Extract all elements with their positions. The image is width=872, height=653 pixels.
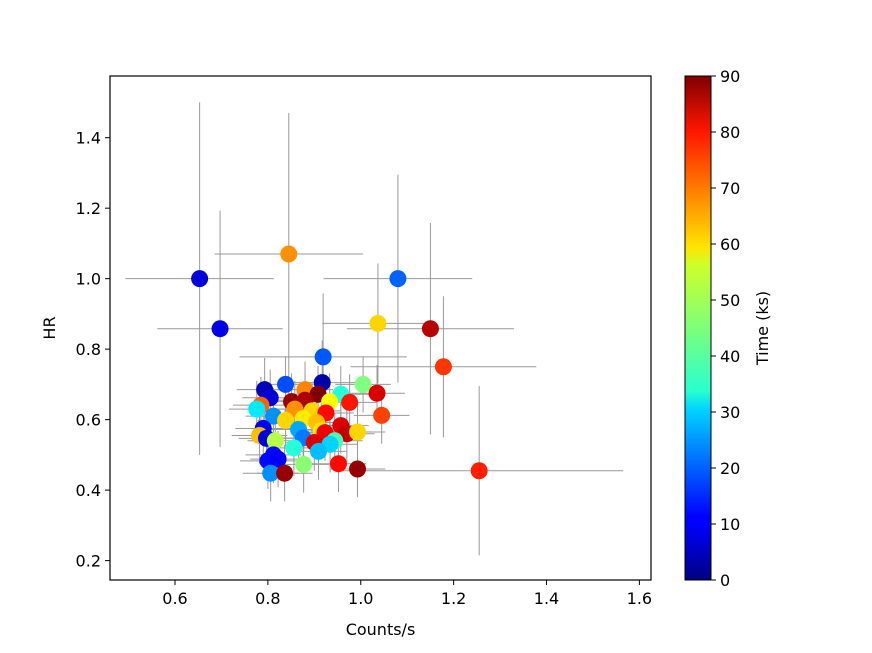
colorbar-tick-label: 20 bbox=[720, 459, 740, 478]
colorbar-tick-label: 60 bbox=[720, 235, 740, 254]
data-point bbox=[434, 358, 452, 376]
data-point bbox=[277, 375, 295, 393]
data-points bbox=[191, 245, 488, 482]
data-point bbox=[329, 455, 347, 473]
colorbar-tick-label: 80 bbox=[720, 123, 740, 142]
data-point bbox=[211, 320, 229, 338]
data-point bbox=[368, 384, 386, 402]
colorbar-tick-label: 90 bbox=[720, 67, 740, 86]
y-tick-label: 1.0 bbox=[76, 270, 101, 289]
x-tick-label: 0.6 bbox=[162, 589, 187, 608]
data-point bbox=[248, 400, 266, 418]
data-point bbox=[277, 411, 295, 429]
x-tick-label: 1.4 bbox=[534, 589, 559, 608]
x-tick-label: 1.2 bbox=[441, 589, 466, 608]
data-point bbox=[421, 320, 439, 338]
data-point bbox=[314, 348, 332, 366]
x-tick-label: 0.8 bbox=[255, 589, 280, 608]
colorbar-tick-label: 50 bbox=[720, 291, 740, 310]
x-tick-label: 1.6 bbox=[627, 589, 652, 608]
data-point bbox=[191, 270, 209, 288]
y-tick-label: 0.8 bbox=[76, 340, 101, 359]
data-point bbox=[262, 464, 280, 482]
colorbar-tick-label: 40 bbox=[720, 347, 740, 366]
data-point bbox=[310, 442, 328, 460]
colorbar-label: Time (ks) bbox=[753, 291, 772, 366]
y-tick-label: 1.2 bbox=[76, 199, 101, 218]
x-axis-label: Counts/s bbox=[346, 620, 416, 639]
data-point bbox=[470, 462, 488, 480]
plot-frame bbox=[109, 75, 652, 581]
x-axis: 0.6 0.8 1.0 1.2 1.4 1.6 bbox=[162, 580, 652, 608]
data-point bbox=[269, 450, 287, 468]
y-tick-label: 0.4 bbox=[76, 481, 101, 500]
data-point bbox=[354, 375, 372, 393]
data-point bbox=[369, 314, 387, 332]
data-point bbox=[349, 460, 367, 478]
colorbar-axis: 0 10 20 30 40 50 60 70 80 90 bbox=[711, 67, 740, 590]
y-axis-label: HR bbox=[40, 316, 59, 339]
y-tick-label: 1.4 bbox=[76, 129, 101, 148]
data-point bbox=[280, 245, 298, 263]
data-point bbox=[295, 455, 313, 473]
colorbar-tick-label: 70 bbox=[720, 179, 740, 198]
y-tick-label: 0.6 bbox=[76, 411, 101, 430]
data-point bbox=[373, 406, 391, 424]
colorbar-tick-label: 30 bbox=[720, 403, 740, 422]
y-tick-label: 0.2 bbox=[76, 552, 101, 571]
data-point bbox=[276, 464, 294, 482]
data-point bbox=[349, 423, 367, 441]
colorbar-tick-label: 0 bbox=[720, 571, 730, 590]
data-point bbox=[285, 439, 303, 457]
data-point bbox=[389, 270, 407, 288]
colorbar-tick-label: 10 bbox=[720, 515, 740, 534]
data-point bbox=[266, 432, 284, 450]
data-point bbox=[341, 393, 359, 411]
colorbar bbox=[684, 75, 712, 581]
y-axis: 0.2 0.4 0.6 0.8 1.0 1.2 1.4 bbox=[76, 129, 110, 571]
x-tick-label: 1.0 bbox=[348, 589, 373, 608]
